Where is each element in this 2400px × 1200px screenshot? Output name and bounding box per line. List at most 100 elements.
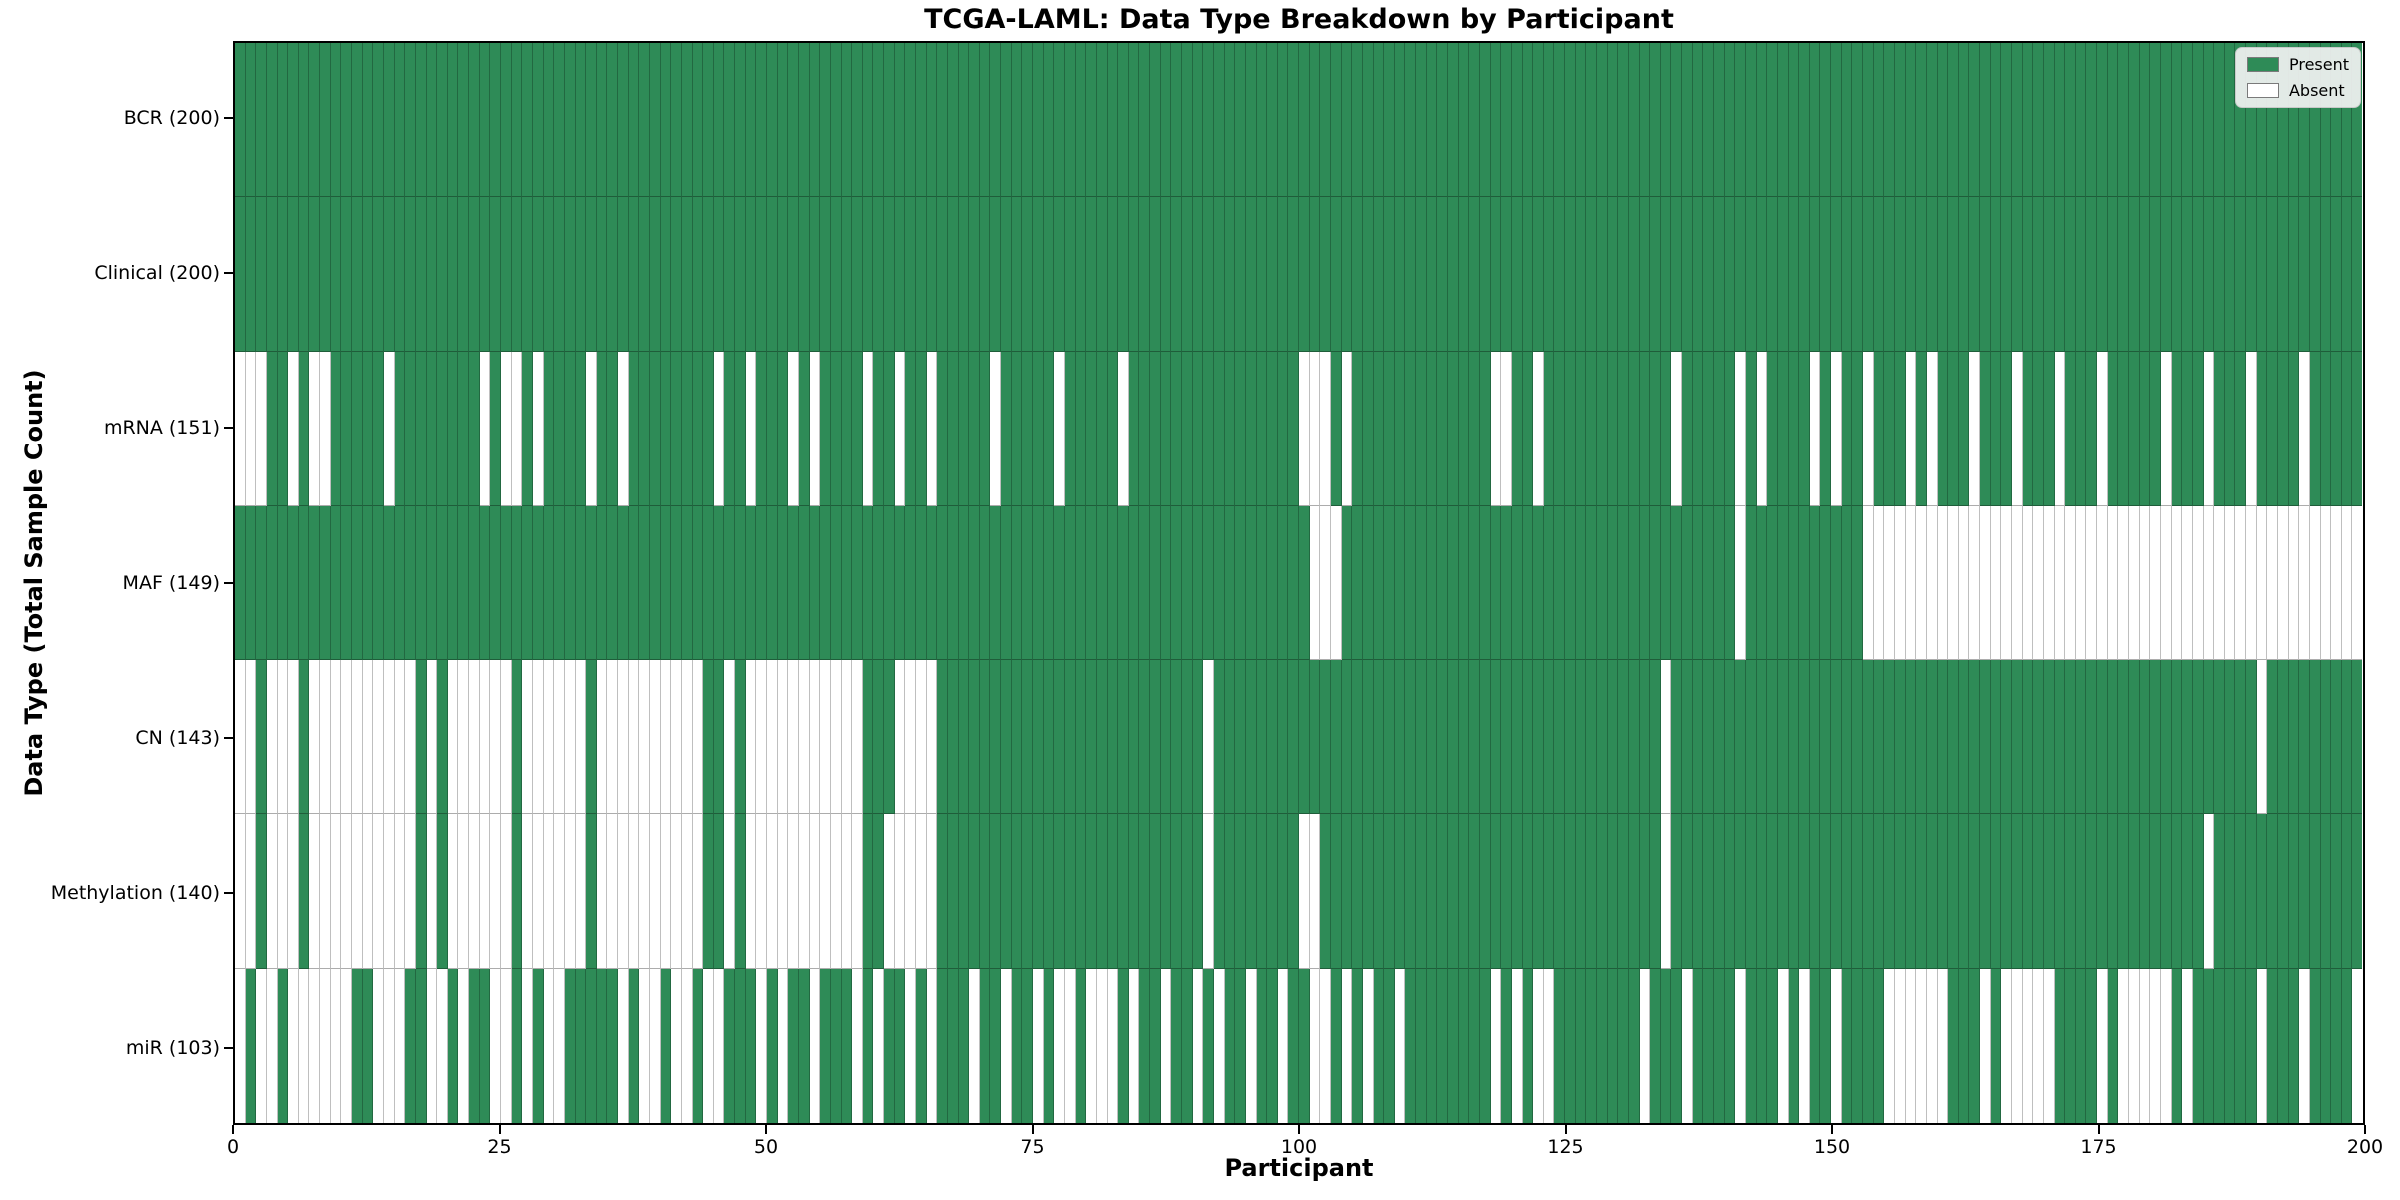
cell [1277,197,1289,352]
cell [2288,505,2300,661]
cell [841,505,853,661]
cell [681,814,693,969]
cell [809,43,821,198]
cell [554,660,565,815]
cell [511,814,523,969]
cell [1767,43,1778,198]
cell [586,814,597,969]
cell [1075,197,1087,352]
cell [724,968,736,1123]
cell [288,505,299,661]
cell [2192,814,2204,969]
cell [1118,968,1129,1123]
cell [1033,505,1044,661]
cell [703,43,714,198]
cell [554,814,565,969]
heatmap-row-Clinical [235,197,2363,352]
cell [288,814,299,969]
cell [586,43,597,198]
cell [1533,43,1544,198]
cell [1448,505,1459,661]
cell [1820,351,1832,506]
cell [1597,968,1608,1123]
cell [618,351,629,506]
cell [458,505,470,661]
cell [1150,660,1161,815]
cell [937,968,948,1123]
cell [1203,814,1214,969]
cell [2320,968,2332,1123]
cell [1863,351,1874,506]
cell [607,351,619,506]
cell [426,351,438,506]
cell [830,814,842,969]
cell [958,43,970,198]
cell [469,43,480,198]
cell [1692,660,1704,815]
cell [2160,814,2172,969]
cell [979,351,991,506]
cell [1288,197,1300,352]
cell [1660,351,1672,506]
cell [1714,968,1725,1123]
cell [735,197,746,352]
cell [1937,43,1949,198]
cell [1224,43,1236,198]
cell [1394,351,1406,506]
cell [1980,197,1991,352]
cell [2267,197,2278,352]
cell [1767,351,1778,506]
cell [1703,660,1715,815]
cell [1511,197,1523,352]
cell [330,814,342,969]
cell [1182,505,1193,661]
cell [1714,351,1725,506]
cell [894,660,906,815]
cell [1373,351,1385,506]
cell [2246,505,2257,661]
cell [1831,968,1842,1123]
cell [1554,43,1566,198]
cell [1575,814,1587,969]
cell [937,351,948,506]
cell [479,505,491,661]
x-tick-mark [2364,1125,2366,1134]
cell [1597,505,1608,661]
cell [1245,43,1257,198]
cell [2043,505,2055,661]
cell [2299,351,2310,506]
cell [1033,43,1044,198]
y-tick-mark [224,891,233,894]
cell [362,814,374,969]
cell [1692,505,1704,661]
cell [1352,505,1363,661]
cell [1575,351,1587,506]
cell [1299,814,1310,969]
cell [1926,43,1938,198]
cell [1884,968,1895,1123]
cell [1182,197,1193,352]
cell [1831,814,1842,969]
cell [979,197,991,352]
cell [809,660,821,815]
cell [532,660,544,815]
cell [2182,197,2193,352]
cell [2352,197,2363,352]
cell [1139,968,1151,1123]
cell [1118,197,1129,352]
cell [2011,968,2023,1123]
cell [2299,43,2310,198]
cell [628,660,640,815]
cell [1660,814,1672,969]
cell [979,660,991,815]
cell [1224,505,1236,661]
cell [2097,43,2108,198]
cell [1597,351,1608,506]
cell [1394,968,1406,1123]
cell [1128,43,1140,198]
cell [501,43,512,198]
cell [1969,968,1981,1123]
cell [1682,351,1693,506]
cell [1745,660,1757,815]
cell [1256,43,1268,198]
